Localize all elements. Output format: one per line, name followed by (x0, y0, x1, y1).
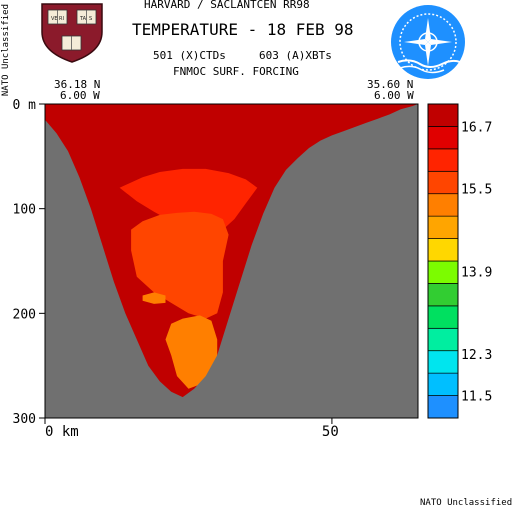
y-tick-label: 200 (13, 307, 36, 322)
isotherm-region-0 (119, 168, 258, 235)
header-line-forcing: FNMOC SURF. FORCING (173, 65, 299, 78)
harvard-shield-icon: VE RI TA S (41, 3, 103, 63)
start-longitude: 6.00 W (60, 89, 100, 102)
plot-frame (44, 103, 419, 419)
svg-text:TA: TA (79, 16, 87, 22)
y-tick-label: 300 (13, 412, 36, 427)
start-latitude: 36.18 N (54, 78, 101, 91)
header-line-1: HARVARD / SACLANTCEN RR98 (144, 0, 310, 11)
end-latitude: 35.60 N (367, 78, 414, 91)
svg-text:RI: RI (59, 16, 64, 22)
header-line-xbt: 603 (A)XBTs (259, 49, 332, 62)
x-tick-label: 0 km (45, 424, 79, 440)
header-line-ctd: 501 (X)CTDs (153, 49, 226, 62)
isotherm-region-3 (142, 292, 166, 304)
chart-title: TEMPERATURE - 18 FEB 98 (132, 20, 354, 39)
svg-text:S: S (89, 16, 92, 22)
bathymetry-terrain (45, 104, 418, 418)
x-tick-label: 50 (322, 424, 339, 440)
isotherm-region-1 (131, 211, 229, 319)
y-tick-label: 100 (13, 203, 36, 218)
y-tick-label: 0 m (13, 98, 37, 113)
isotherm-region-2 (165, 315, 218, 389)
end-longitude: 6.00 W (374, 89, 414, 102)
nato-emblem-icon (391, 5, 465, 79)
classification-bottom-label: NATO Unclassified (420, 498, 512, 508)
svg-text:VE: VE (51, 16, 58, 22)
